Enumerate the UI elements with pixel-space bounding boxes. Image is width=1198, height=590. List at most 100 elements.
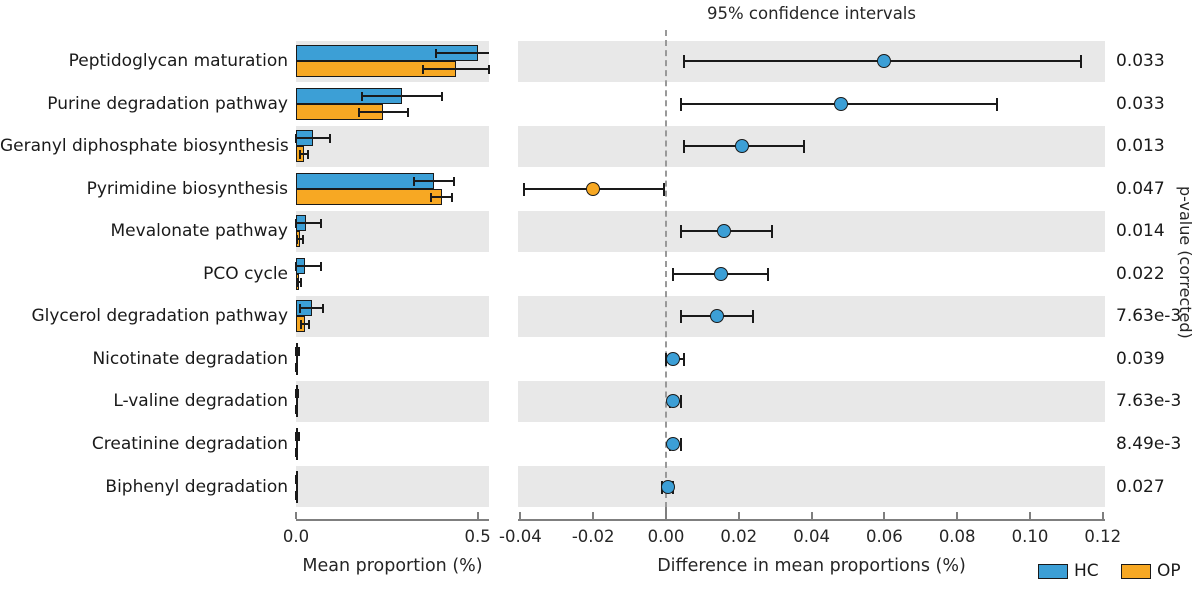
errorbar-line <box>297 238 303 241</box>
p-value: 7.63e-3 <box>1116 391 1182 412</box>
ci-cap <box>679 225 682 239</box>
category-label: Nicotinate degradation <box>92 348 288 369</box>
errorbar-cap <box>296 474 299 484</box>
right-tick-label: 0.12 <box>1084 527 1122 546</box>
difference-dot <box>713 266 728 281</box>
left-axis-tick <box>476 512 479 519</box>
errorbar-cap <box>320 219 323 229</box>
p-value: 0.013 <box>1116 136 1165 157</box>
errorbar-cap <box>297 431 300 441</box>
difference-dot <box>735 139 750 154</box>
errorbar-cap <box>406 107 409 117</box>
errorbar-cap <box>295 474 297 484</box>
errorbar-line <box>297 280 302 283</box>
errorbar-cap <box>320 261 323 271</box>
category-label: PCO cycle <box>203 263 288 284</box>
category-label: Pyrimidine biosynthesis <box>86 178 288 199</box>
errorbar-line <box>296 349 299 352</box>
errorbar-line <box>300 307 324 310</box>
errorbar-cap <box>295 261 297 271</box>
difference-dot <box>586 181 601 196</box>
errorbar-cap <box>295 447 298 457</box>
errorbar-cap <box>300 277 303 287</box>
left-axis-title: Mean proportion (%) <box>302 556 483 576</box>
right-tick-label: 0.04 <box>793 527 830 546</box>
errorbar-cap <box>453 176 456 186</box>
category-label: Biphenyl degradation <box>105 476 288 497</box>
ci-cap <box>663 182 666 196</box>
errorbar-cap <box>360 91 363 101</box>
errorbar-cap <box>451 192 454 202</box>
right-tick-label: 0.10 <box>1011 527 1049 546</box>
errorbar-line <box>296 222 322 225</box>
errorbar-cap <box>430 192 433 202</box>
errorbar-cap <box>297 346 300 356</box>
ci-cap <box>683 352 686 366</box>
category-label: L-valine degradation <box>113 391 288 412</box>
errorbar-cap <box>296 235 299 245</box>
ci-cap <box>1079 55 1082 68</box>
errorbar-cap <box>299 304 301 314</box>
errorbar-cap <box>322 304 325 314</box>
p-value: 7.63e-3 <box>1116 306 1182 327</box>
difference-dot <box>666 394 681 409</box>
right-axis-title: Difference in mean proportions (%) <box>657 556 966 576</box>
right-axis-tick <box>1101 512 1104 519</box>
errorbar-cap <box>357 107 360 117</box>
errorbar-cap <box>435 49 438 58</box>
errorbar-cap <box>299 320 302 330</box>
errorbar-cap <box>307 150 310 160</box>
errorbar-cap <box>308 320 311 330</box>
p-value-axis-label: p-value (corrected) <box>1176 186 1195 339</box>
ci-cap <box>679 97 682 111</box>
right-axis-tick <box>737 512 740 519</box>
ci-cap <box>770 225 773 239</box>
legend-label-hc: HC <box>1074 561 1099 581</box>
errorbar-cap <box>295 405 298 415</box>
right-axis-line <box>518 519 1105 521</box>
right-tick-label: 0.00 <box>647 527 685 546</box>
difference-dot <box>833 96 848 111</box>
errorbar-line <box>414 179 455 182</box>
row-stripe-right <box>518 125 1105 167</box>
ci-cap <box>665 352 667 366</box>
right-axis-tick <box>665 507 667 519</box>
op-bar <box>296 188 442 205</box>
difference-dot <box>717 224 732 239</box>
errorbar-line <box>296 434 299 437</box>
right-tick-label: 0.02 <box>720 527 758 546</box>
errorbar-line <box>296 264 322 267</box>
row-stripe-right <box>518 210 1105 252</box>
errorbar-line <box>299 153 309 156</box>
right-tick-label: 0.06 <box>866 527 903 546</box>
ci-cap <box>679 310 682 324</box>
right-tick-label: -0.02 <box>571 527 615 546</box>
errorbar-cap <box>295 389 297 399</box>
errorbar-cap <box>413 176 416 186</box>
errorbar-line <box>358 110 408 113</box>
right-tick-label: 0.08 <box>938 527 976 546</box>
row-stripe-left <box>296 466 489 507</box>
difference-dot <box>666 436 681 451</box>
difference-dot <box>660 479 675 494</box>
errorbar-cap <box>296 277 299 287</box>
difference-dot <box>666 351 681 366</box>
errorbar-cap <box>440 91 443 101</box>
category-label: Glycerol degradation pathway <box>31 306 288 327</box>
p-value: 0.014 <box>1116 221 1165 242</box>
errorbar-line <box>431 195 453 198</box>
ci-cap <box>996 97 999 111</box>
category-label: Geranyl diphosphate biosynthesis <box>0 136 289 157</box>
right-axis-tick <box>1029 512 1031 519</box>
category-label: Purine degradation pathway <box>47 93 288 114</box>
ci-cap <box>523 182 526 196</box>
errorbar-line <box>361 94 442 97</box>
errorbar-cap <box>422 65 425 74</box>
left-tick-label: 0.0 <box>282 527 310 546</box>
chart-title: 95% confidence intervals <box>707 4 916 23</box>
row-stripe-left <box>296 380 489 422</box>
ci-cap <box>683 140 686 154</box>
errorbar-line <box>423 68 489 70</box>
errorbar-cap <box>295 134 297 144</box>
